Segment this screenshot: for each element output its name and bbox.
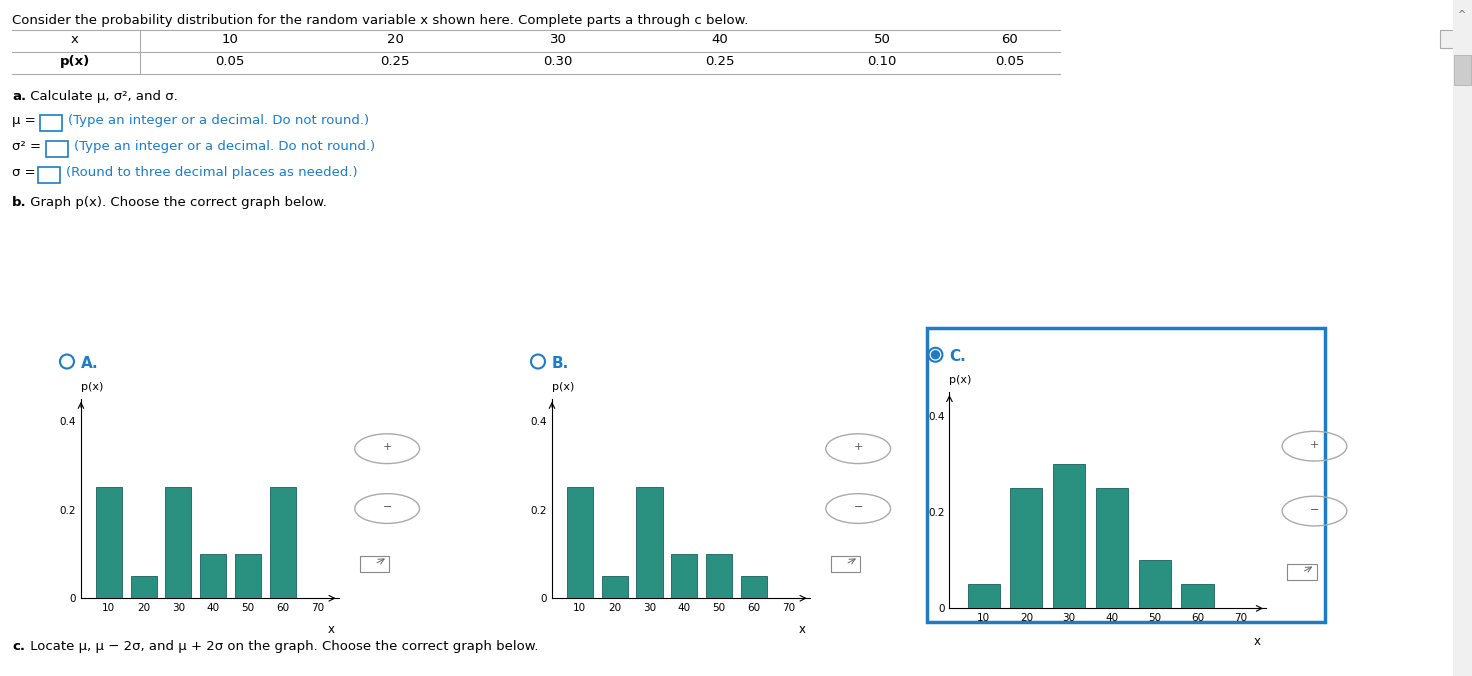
Text: (Round to three decimal places as needed.): (Round to three decimal places as needed… bbox=[66, 166, 358, 179]
Text: +: + bbox=[1310, 439, 1319, 450]
Bar bbox=[1097, 488, 1128, 608]
Bar bbox=[236, 554, 261, 598]
Text: −: − bbox=[854, 502, 863, 512]
Text: Consider the probability distribution for the random variable x shown here. Comp: Consider the probability distribution fo… bbox=[12, 14, 748, 27]
Bar bbox=[131, 576, 156, 598]
Text: p(x): p(x) bbox=[60, 55, 90, 68]
Text: x: x bbox=[799, 623, 807, 635]
Text: Locate μ, μ − 2σ, and μ + 2σ on the graph. Choose the correct graph below.: Locate μ, μ − 2σ, and μ + 2σ on the grap… bbox=[26, 640, 539, 653]
Bar bbox=[740, 576, 767, 598]
Text: Graph p(x). Choose the correct graph below.: Graph p(x). Choose the correct graph bel… bbox=[26, 196, 327, 209]
Bar bbox=[200, 554, 227, 598]
Text: σ =: σ = bbox=[12, 166, 35, 179]
Text: x: x bbox=[71, 33, 79, 46]
Text: 0.25: 0.25 bbox=[380, 55, 409, 68]
Text: x: x bbox=[328, 623, 336, 635]
Text: 60: 60 bbox=[1001, 33, 1019, 46]
Text: 20: 20 bbox=[387, 33, 403, 46]
Bar bbox=[707, 554, 732, 598]
Bar bbox=[1010, 488, 1042, 608]
Text: 0.30: 0.30 bbox=[543, 55, 573, 68]
Bar bbox=[1052, 464, 1085, 608]
Bar bbox=[165, 487, 191, 598]
Text: +: + bbox=[854, 442, 863, 452]
Text: 30: 30 bbox=[549, 33, 567, 46]
Bar bbox=[38, 167, 60, 183]
Bar bbox=[830, 556, 860, 573]
Text: +: + bbox=[383, 442, 392, 452]
Text: −: − bbox=[1310, 504, 1319, 514]
Bar bbox=[1139, 560, 1170, 608]
Bar bbox=[1440, 30, 1457, 48]
Bar bbox=[636, 487, 662, 598]
Bar bbox=[602, 576, 627, 598]
Text: Calculate μ, σ², and σ.: Calculate μ, σ², and σ. bbox=[26, 90, 178, 103]
Bar bbox=[967, 584, 999, 608]
Text: B.: B. bbox=[552, 356, 570, 370]
Bar bbox=[567, 487, 593, 598]
Text: 0.25: 0.25 bbox=[705, 55, 735, 68]
Text: x: x bbox=[1254, 635, 1262, 648]
Text: p(x): p(x) bbox=[949, 375, 972, 385]
Text: a.: a. bbox=[12, 90, 26, 103]
Text: 50: 50 bbox=[873, 33, 891, 46]
Text: p(x): p(x) bbox=[552, 382, 574, 392]
Text: A.: A. bbox=[81, 356, 99, 370]
Text: b.: b. bbox=[12, 196, 26, 209]
Bar bbox=[269, 487, 296, 598]
Text: 0.05: 0.05 bbox=[215, 55, 244, 68]
Text: C.: C. bbox=[949, 349, 966, 364]
Bar bbox=[359, 556, 389, 573]
Text: 0.05: 0.05 bbox=[995, 55, 1025, 68]
Text: ^: ^ bbox=[1457, 10, 1466, 20]
Bar bbox=[40, 115, 62, 131]
Bar bbox=[1453, 0, 1472, 676]
Text: 10: 10 bbox=[222, 33, 238, 46]
Bar bbox=[671, 554, 698, 598]
Bar bbox=[96, 487, 122, 598]
Text: 0.10: 0.10 bbox=[867, 55, 896, 68]
Text: 40: 40 bbox=[711, 33, 729, 46]
Circle shape bbox=[932, 351, 939, 359]
Text: (Type an integer or a decimal. Do not round.): (Type an integer or a decimal. Do not ro… bbox=[74, 140, 375, 153]
Text: σ² =: σ² = bbox=[12, 140, 41, 153]
Text: μ =: μ = bbox=[12, 114, 35, 127]
Text: (Type an integer or a decimal. Do not round.): (Type an integer or a decimal. Do not ro… bbox=[68, 114, 369, 127]
Text: c.: c. bbox=[12, 640, 25, 653]
Bar bbox=[1454, 55, 1471, 85]
Bar bbox=[1182, 584, 1213, 608]
Bar bbox=[46, 141, 68, 157]
Bar bbox=[1287, 564, 1317, 581]
Text: p(x): p(x) bbox=[81, 382, 103, 392]
Text: −: − bbox=[383, 502, 392, 512]
